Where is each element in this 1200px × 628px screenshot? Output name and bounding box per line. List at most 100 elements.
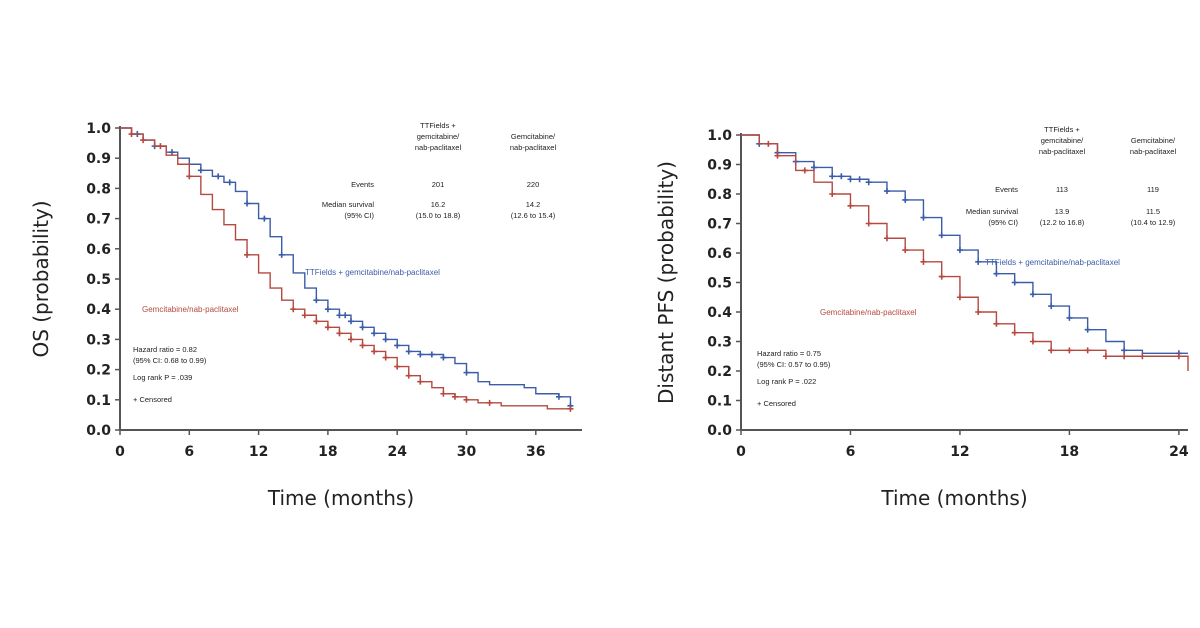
x-tick-label: 0 [115,444,125,460]
x-tick-label: 24 [1169,444,1189,460]
table-row-label: Events [995,185,1018,194]
table-header-line: gemcitabine/ [417,132,460,141]
table-cell: (12.6 to 15.4) [511,211,556,220]
censor-mark [157,143,164,150]
censor-mark [417,351,424,358]
table-header-1: TTFields + gemcitabine/nab-paclitaxel [415,121,462,152]
censor-mark [197,167,204,174]
censor-mark [348,318,354,325]
table-header-line: Gemcitabine/ [511,132,556,141]
table-header-line: nab-paclitaxel [1130,147,1177,156]
y-tick-label: 0.5 [86,272,111,288]
censor-mark [975,309,982,315]
km-curve-treatment [120,127,572,406]
y-tick-label: 0.4 [707,305,732,321]
censor-mark [348,336,354,343]
table-cell: (15.0 to 18.8) [416,211,461,220]
log-rank-p: Log rank P = .022 [757,377,816,386]
y-axis-title: Distant PFS (probability) [654,161,678,404]
censor-mark [382,336,389,343]
censor-mark [883,235,890,242]
censor-mark [226,179,233,186]
censor-mark [244,200,251,207]
control-curve-label: Gemcitabine/nab-paclitaxel [142,305,239,314]
censored-legend: + Censored [757,399,796,408]
x-tick-label: 30 [457,444,477,460]
censor-mark [774,152,781,159]
table-cell: (10.4 to 12.9) [1131,218,1176,227]
x-tick-label: 18 [318,444,337,460]
censor-mark [1029,291,1036,298]
km-panel-2: 0.0 0.1 0.2 0.3 0.4 0.5 0.6 0.7 0.8 0.9 1.0 0 6 12 18 2… [654,125,1189,510]
censor-mark [883,188,890,195]
censor-mark [463,396,470,403]
censor-mark [1139,353,1146,360]
censor-mark [405,372,412,379]
table-header-line: nab-paclitaxel [415,143,462,152]
censor-mark [1121,347,1128,354]
censor-mark [336,330,343,337]
x-axis-title: Time (months) [267,486,414,510]
y-tick-label: 0.3 [707,335,732,351]
censor-mark [382,354,389,361]
y-tick-label: 0.0 [707,423,732,439]
censor-mark [1011,329,1018,336]
censor-mark [417,378,424,385]
censor-mark [290,306,297,313]
censor-mark [1048,303,1055,310]
censor-mark [394,342,401,349]
km-curve-treatment [741,134,1188,354]
censor-mark [1121,353,1128,360]
censor-mark [902,196,909,203]
censor-mark [324,306,331,313]
km-curve-control [741,134,1189,371]
censor-mark [336,312,343,319]
x-axis-title: Time (months) [880,486,1027,510]
table-row-label: Events [351,180,374,189]
censor-mark [405,348,412,355]
y-tick-label: 0.8 [86,181,111,197]
x-tick-label: 0 [736,444,746,460]
censor-mark [394,363,401,370]
censor-mark [938,232,945,239]
y-tick-label: 0.9 [86,151,111,167]
censor-mark [215,173,222,180]
treatment-curve-label: TTFields + gemcitabine/nab-paclitaxel [985,258,1120,267]
censor-mark [956,247,963,254]
table-cell: 201 [432,180,445,189]
censor-mark [993,270,1000,277]
y-tick-label: 0.6 [86,242,111,258]
table-row-label: (95% CI) [988,218,1018,227]
censor-mark [359,324,366,331]
table-cell: (12.2 to 16.8) [1040,218,1085,227]
summary-table: TTFields + gemcitabine/nab-paclitaxel Gemc… [322,121,557,220]
censor-mark [902,247,909,254]
y-tick-label: 0.3 [86,332,111,348]
censor-mark [313,318,320,325]
y-tick-label: 0.5 [707,276,732,292]
censor-mark [956,294,963,301]
censor-mark [865,220,872,227]
table-cell: 11.5 [1146,207,1160,216]
table-cell: 113 [1056,185,1068,194]
censor-mark [128,131,135,138]
km-panel-1: 0.0 0.1 0.2 0.3 0.4 0.5 0.6 0.7 0.8 0.9 1.0 0 6 12 18 2… [29,121,582,510]
y-tick-label: 0.9 [707,158,732,174]
table-row-label: Median survival [966,207,1018,216]
censor-mark [451,393,458,400]
censor-mark [993,320,1000,327]
censor-mark [1084,326,1091,333]
table-header-line: TTFields + [420,121,456,130]
censor-mark [801,167,808,174]
table-cell: 13.9 [1055,207,1070,216]
censor-mark [555,393,562,400]
censor-mark [1048,347,1055,354]
y-axis-title: OS (probability) [29,200,53,357]
censor-mark [140,137,147,144]
x-tick-label: 6 [846,444,856,460]
hazard-ratio-ci: (95% CI: 0.57 to 0.95) [757,360,831,369]
censor-mark [938,273,945,280]
x-tick-label: 6 [184,444,194,460]
censor-mark [244,251,251,258]
